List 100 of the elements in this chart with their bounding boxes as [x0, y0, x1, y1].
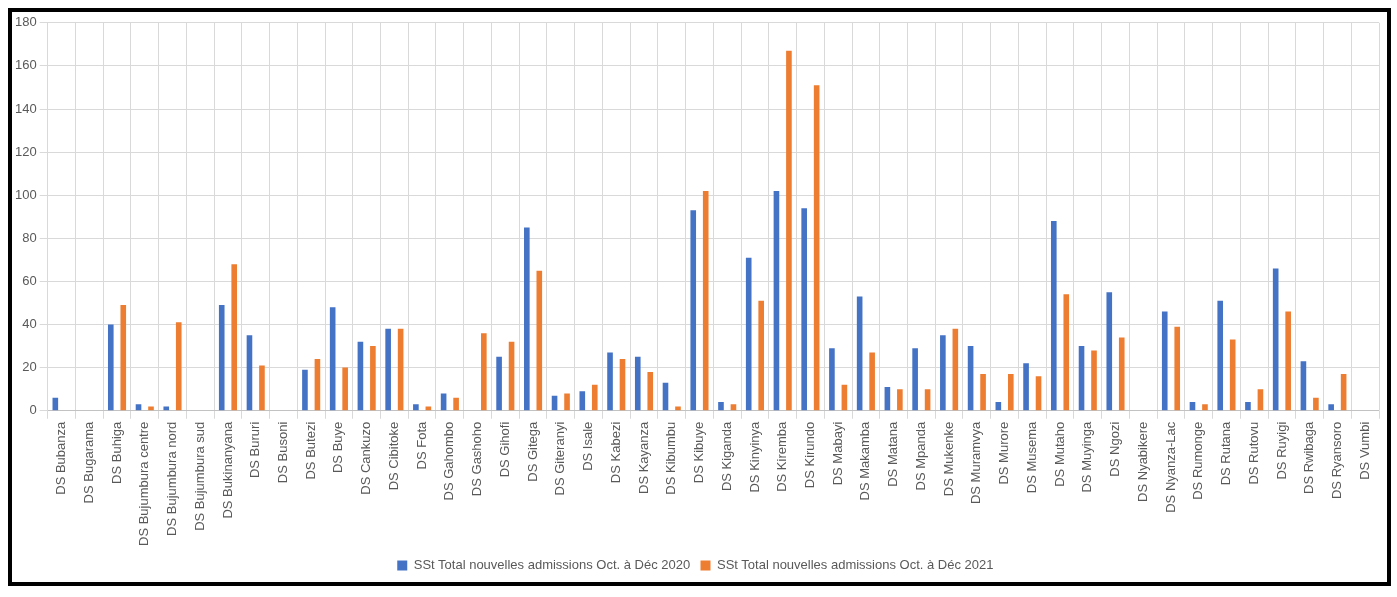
bar [536, 270, 543, 411]
x-tick-label: DS Ngozi [1107, 421, 1123, 477]
x-tick-label: DS Bugarama [80, 420, 96, 504]
y-tick-label: 80 [22, 229, 37, 245]
x-tick-label: DS Isale [580, 421, 596, 471]
bar [1285, 311, 1291, 411]
x-tick-label: DS Matana [885, 420, 901, 487]
x-tick-label: DS Bujumbura centre [136, 421, 152, 546]
bar [231, 264, 238, 411]
bar [135, 404, 142, 411]
x-tick-label: DS Muyinga [1079, 420, 1095, 493]
x-tick-label: DS Cankuzo [358, 421, 374, 495]
x-tick-label: DS Rutovu [1245, 421, 1261, 485]
bar [1328, 404, 1334, 411]
bar [1091, 350, 1097, 411]
bar [385, 328, 391, 411]
x-tick-label: DS Bubanza [53, 420, 69, 495]
bar [342, 367, 348, 411]
bar [869, 352, 875, 411]
bar [758, 300, 764, 411]
x-tick-label: DS Kibumbu [663, 421, 679, 495]
x-tick-label: DS Mpanda [912, 420, 928, 491]
bar [1161, 311, 1168, 411]
bar [370, 346, 376, 411]
x-tick-label: DS Kibuye [691, 421, 707, 484]
bar [702, 190, 709, 411]
x-tick-label: DS Mutaho [1051, 421, 1067, 487]
y-tick-label: 100 [14, 186, 37, 202]
x-tick-label: DS Kirundo [802, 421, 817, 489]
bar [1217, 300, 1224, 411]
bar [1313, 397, 1319, 411]
bar [413, 404, 419, 411]
y-tick-label: 140 [14, 100, 37, 116]
x-tick-label: DS Mabayi [829, 421, 845, 486]
bar [1229, 339, 1236, 411]
x-tick-label: DS Murore [996, 421, 1012, 485]
bar [829, 348, 835, 411]
bar [1245, 402, 1251, 411]
x-tick-label: DS Rumonge [1190, 421, 1206, 500]
bar [481, 333, 487, 411]
bar [980, 374, 986, 411]
y-tick-label: 160 [14, 57, 37, 73]
x-tick-label: DS Kayanza [635, 420, 651, 494]
x-tick-label: DS Butezi [302, 421, 318, 480]
bar [120, 305, 127, 411]
x-tick-label: DS Muramvya [968, 420, 984, 505]
x-tick-label: DS Vumbi [1356, 421, 1372, 480]
bar [1118, 337, 1125, 411]
bar [218, 305, 225, 411]
bar [1106, 292, 1113, 411]
bar [579, 391, 586, 411]
x-tick-label: DS Rwibaga [1301, 420, 1317, 494]
bar [148, 406, 154, 411]
y-tick-label: 0 [29, 402, 37, 418]
bar [496, 356, 502, 411]
y-tick-label: 40 [22, 316, 37, 332]
x-tick-label: DS Gitega [524, 420, 540, 482]
bar [1174, 326, 1181, 411]
bar [912, 348, 918, 411]
bar [564, 393, 570, 411]
bar [745, 257, 752, 411]
x-tick-label: DS Kabezi [607, 421, 623, 484]
legend-label: SSt Total nouvelles admissions Oct. à Déc 2021 [717, 557, 994, 573]
x-tick-label: DS Ruyigi [1273, 421, 1289, 480]
bar [897, 389, 903, 411]
bar [524, 227, 530, 411]
x-tick-label: DS Kiganda [718, 420, 734, 492]
x-tick-label: DS Ryansoro [1328, 421, 1344, 500]
x-tick-label: DS Nyanza-Lac [1162, 421, 1178, 513]
bar [647, 371, 654, 411]
x-tick-label: DS Giteranyi [552, 421, 568, 496]
bar [1023, 363, 1029, 411]
bar [591, 384, 598, 411]
bar [175, 322, 182, 411]
x-tick-label: DS Buhiga [108, 420, 124, 484]
bar [801, 208, 807, 411]
bar [302, 369, 308, 411]
bar [107, 324, 114, 411]
x-tick-label: DS Kinyinya [746, 420, 762, 493]
bar [1008, 374, 1014, 411]
x-tick-label: DS Bururi [247, 421, 263, 479]
bar [440, 393, 447, 411]
x-tick-label: DS Cibitoke [385, 421, 401, 491]
bar [718, 402, 724, 411]
x-tick-label: DS Buye [330, 421, 346, 474]
y-tick-label: 20 [22, 359, 37, 375]
legend-label: SSt Total nouvelles admissions Oct. à Déc 2020 [413, 557, 691, 573]
x-tick-label: DS Makamba [857, 420, 873, 501]
bar [425, 406, 432, 411]
bar [1202, 404, 1208, 411]
bar [690, 210, 697, 411]
x-tick-label: DS Bujumbura nord [164, 421, 180, 536]
x-tick-label: DS Fota [413, 420, 429, 470]
bar [940, 335, 946, 411]
bar [634, 356, 641, 411]
x-tick-label: DS Musema [1023, 420, 1039, 494]
x-tick-label: DS Gahombo [441, 421, 457, 501]
x-tick-label: DS Busoni [275, 421, 291, 484]
bar [259, 365, 265, 411]
bar [1050, 221, 1057, 411]
